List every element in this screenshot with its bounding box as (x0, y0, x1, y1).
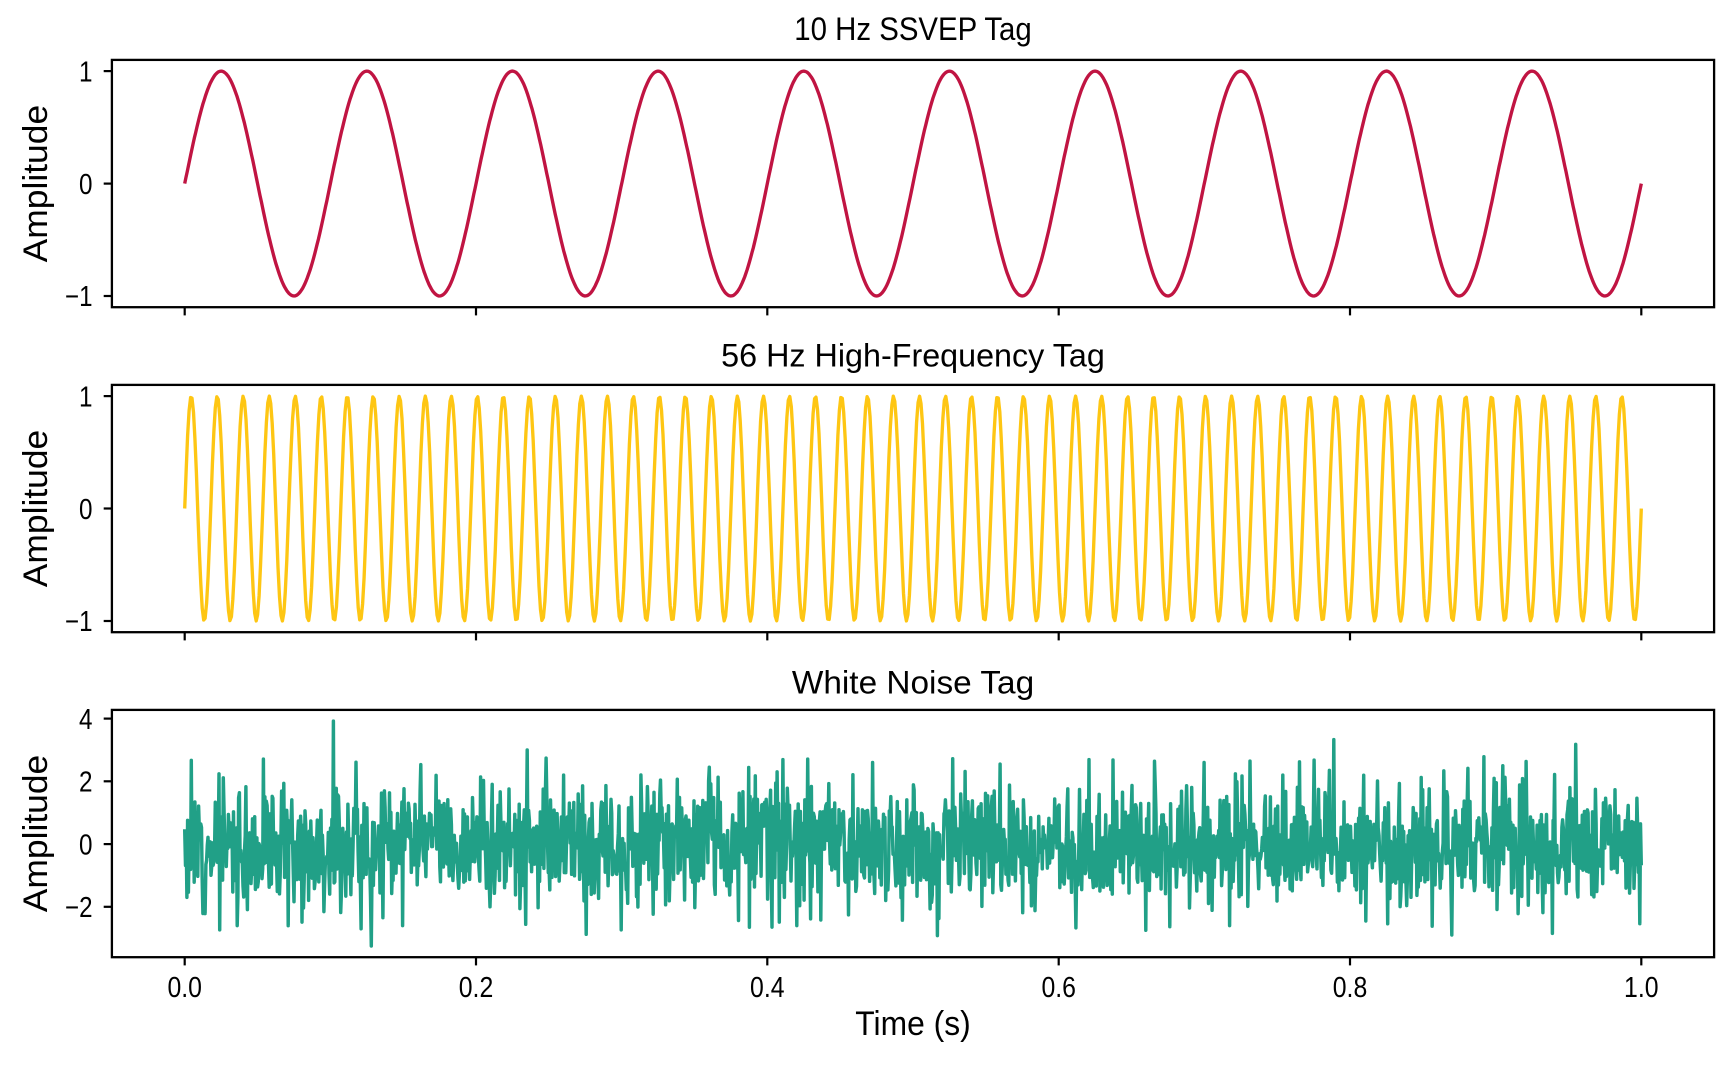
svg-text:56 Hz High-Frequency Tag: 56 Hz High-Frequency Tag (721, 338, 1105, 374)
svg-text:1: 1 (79, 381, 93, 413)
svg-text:Time (s): Time (s) (855, 1005, 970, 1043)
svg-text:1.0: 1.0 (1624, 972, 1659, 1004)
svg-text:−1: −1 (65, 281, 93, 313)
svg-text:0.0: 0.0 (167, 972, 202, 1004)
svg-text:0: 0 (79, 494, 93, 526)
svg-text:10 Hz SSVEP Tag: 10 Hz SSVEP Tag (794, 11, 1032, 47)
svg-text:0.2: 0.2 (459, 972, 494, 1004)
svg-text:4: 4 (79, 704, 93, 736)
svg-text:White Noise Tag: White Noise Tag (792, 665, 1034, 701)
svg-text:0.8: 0.8 (1333, 972, 1368, 1004)
svg-text:−1: −1 (65, 606, 93, 638)
svg-text:1: 1 (79, 56, 93, 88)
svg-text:0.4: 0.4 (750, 972, 785, 1004)
svg-text:2: 2 (79, 767, 93, 799)
svg-text:Amplitude: Amplitude (17, 755, 55, 913)
svg-text:Amplitude: Amplitude (17, 430, 55, 588)
svg-text:0.6: 0.6 (1041, 972, 1076, 1004)
svg-text:Amplitude: Amplitude (17, 105, 55, 263)
svg-text:0: 0 (79, 829, 93, 861)
svg-text:−2: −2 (65, 892, 93, 924)
svg-text:0: 0 (79, 169, 93, 201)
